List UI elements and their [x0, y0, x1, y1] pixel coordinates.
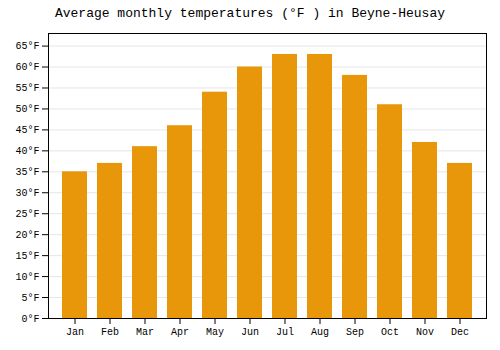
svg-text:0°F: 0°F	[21, 314, 39, 325]
svg-text:Jun: Jun	[241, 327, 259, 338]
svg-text:Jul: Jul	[276, 327, 294, 338]
svg-text:Nov: Nov	[416, 327, 434, 338]
svg-text:65°F: 65°F	[15, 41, 39, 52]
svg-text:Dec: Dec	[451, 327, 469, 338]
svg-text:Aug: Aug	[311, 327, 329, 338]
svg-text:Oct: Oct	[381, 327, 399, 338]
svg-text:40°F: 40°F	[15, 146, 39, 157]
svg-text:Jan: Jan	[66, 327, 84, 338]
svg-text:20°F: 20°F	[15, 230, 39, 241]
html-text:Average monthly temperatures (: Average monthly temperatures (°F ) in Be…	[55, 6, 445, 21]
svg-text:55°F: 55°F	[15, 83, 39, 94]
svg-text:50°F: 50°F	[15, 104, 39, 115]
svg-text:45°F: 45°F	[15, 125, 39, 136]
svg-text:35°F: 35°F	[15, 167, 39, 178]
svg-text:May: May	[206, 327, 224, 338]
svg-text:30°F: 30°F	[15, 188, 39, 199]
svg-text:Feb: Feb	[101, 327, 119, 338]
svg-text:10°F: 10°F	[15, 272, 39, 283]
svg-text:5°F: 5°F	[21, 293, 39, 304]
svg-text:Apr: Apr	[171, 327, 189, 338]
svg-text:60°F: 60°F	[15, 62, 39, 73]
svg-text:Sep: Sep	[346, 327, 364, 338]
svg-text:Mar: Mar	[136, 327, 154, 338]
svg-text:25°F: 25°F	[15, 209, 39, 220]
svg-text:15°F: 15°F	[15, 251, 39, 262]
